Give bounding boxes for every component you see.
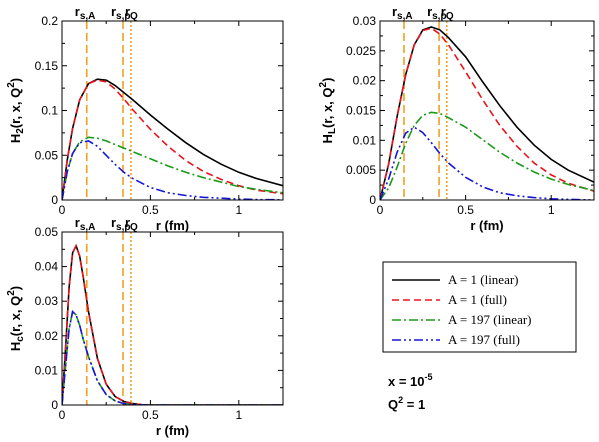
hl-x-tick-label: 0 (377, 203, 384, 217)
h2-series-4 (62, 140, 283, 200)
hl-frame (379, 20, 595, 201)
h2-x-tick-label: 0 (59, 203, 66, 217)
x-annotation: x = 10-5 (388, 372, 433, 389)
legend-entry-2: A = 1 (full) (448, 292, 507, 307)
legend-entry-3: A = 197 (linear) (448, 312, 532, 327)
hl-y-axis-label: HL(r, x, Q2) (318, 78, 338, 144)
hc-vline-label: rQ (125, 215, 138, 233)
hl-y-tick-label: 0 (369, 193, 376, 207)
hc-vline-label: rs,p (111, 215, 131, 233)
hl-x-axis-label: r (fm) (470, 218, 503, 233)
h2-series-3 (62, 136, 283, 200)
hl-y-tick-label: 0.02 (353, 74, 377, 88)
h2-y-tick-label: 0.15 (35, 59, 59, 73)
hc-series-3 (62, 310, 283, 405)
hc-x-tick-label: 0.5 (142, 408, 159, 422)
panel-hc: rs,A rs,prQ 0 0.5 1 0 0.01 0.02 0.03 0.04 0.05 r (f… (6, 215, 284, 438)
hl-series-4 (380, 126, 594, 200)
h2-x-axis-label: r (fm) (156, 218, 189, 233)
legend-box (382, 261, 577, 353)
hl-vline-label: rQ (441, 4, 454, 22)
legend: A = 1 (linear) A = 1 (full) A = 197 (linea… (382, 261, 577, 353)
hc-series-4 (62, 310, 283, 405)
hl-x-tick-label: 0.5 (457, 203, 474, 217)
h2-y-tick-label: 0.05 (35, 148, 59, 162)
h2-y-tick-label: 0.2 (41, 14, 58, 28)
hc-x-tick-label: 0 (59, 408, 66, 422)
h2-y-tick-label: 0.1 (41, 104, 58, 118)
hl-y-tick-label: 0.01 (353, 133, 377, 147)
h2-vline-label: rs,p (111, 4, 131, 22)
panel-hl: rs,A rs,prQ 0 0.5 1 0 0.005 0.01 0.015 0.02 0.025 0… (318, 4, 595, 233)
hl-series-1 (380, 26, 594, 200)
hc-series-1 (62, 243, 283, 405)
hc-x-axis-label: r (fm) (156, 423, 189, 438)
h2-series-2 (62, 79, 283, 200)
hl-series-2 (380, 27, 594, 200)
h2-frame (61, 20, 284, 201)
h2-vline-label: rQ (125, 4, 138, 22)
h2-vline-label: rs,A (75, 4, 96, 22)
h2-series-1 (62, 78, 283, 200)
hl-vline-label: rs,p (427, 4, 447, 22)
hc-y-tick-label: 0.02 (35, 329, 59, 343)
hl-y-tick-label: 0.03 (353, 14, 377, 28)
hc-y-axis-label: Hc(r, x, Q2) (6, 286, 26, 351)
hl-series-3 (380, 111, 594, 200)
hl-y-tick-label: 0.005 (346, 163, 376, 177)
hc-y-tick-label: 0.03 (35, 294, 59, 308)
h2-x-tick-label: 0.5 (142, 203, 159, 217)
hc-y-tick-label: 0.04 (35, 260, 59, 274)
hc-x-tick-label: 1 (235, 408, 242, 422)
hc-series-2 (62, 243, 283, 405)
hc-y-tick-label: 0.01 (35, 363, 59, 377)
hl-y-tick-label: 0.025 (346, 44, 376, 58)
hc-y-tick-label: 0 (51, 398, 58, 412)
h2-x-tick-label: 1 (235, 203, 242, 217)
legend-entry-4: A = 197 (full) (448, 332, 520, 347)
legend-entry-1: A = 1 (linear) (448, 272, 519, 287)
hc-y-tick-label: 0.05 (35, 225, 59, 239)
q2-annotation: Q2 = 1 (388, 395, 425, 412)
hl-y-tick-label: 0.015 (346, 104, 376, 118)
hl-x-tick-label: 1 (548, 203, 555, 217)
hc-vline-label: rs,A (75, 215, 96, 233)
h2-y-axis-label: H2(r, x, Q2) (6, 78, 26, 143)
hl-vline-label: rs,A (392, 4, 413, 22)
h2-y-tick-label: 0 (51, 193, 58, 207)
hc-frame (61, 231, 284, 406)
